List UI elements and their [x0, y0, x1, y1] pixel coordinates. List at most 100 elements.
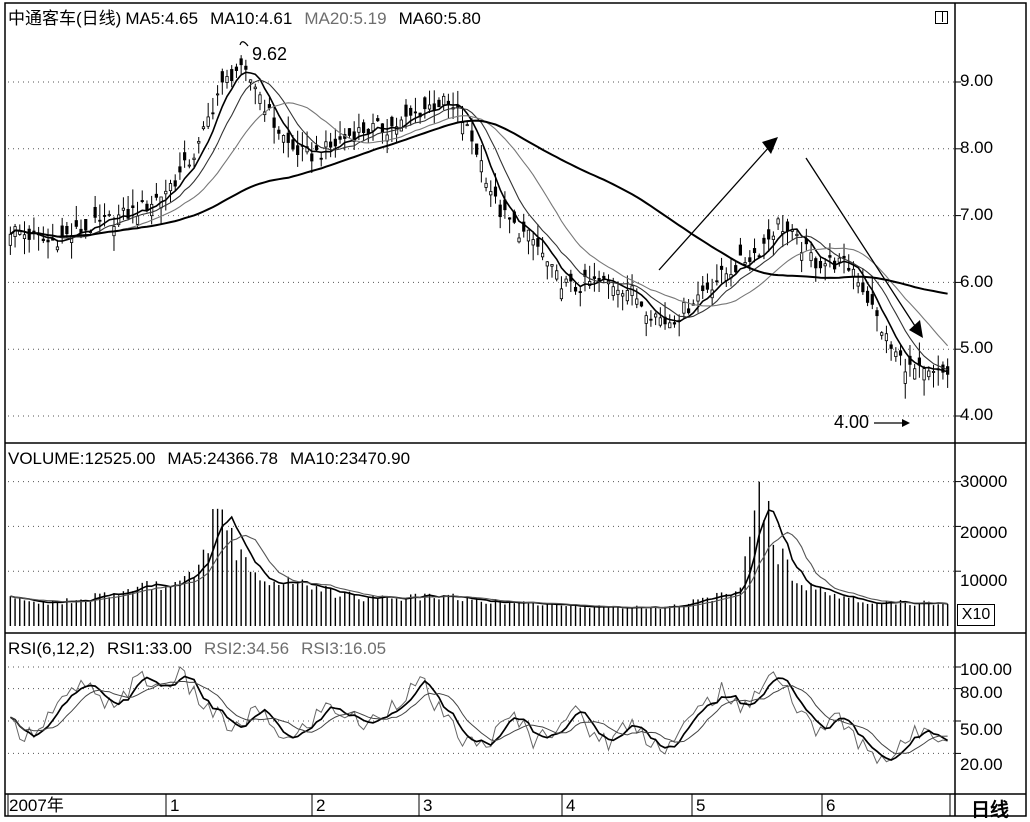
candle-body	[197, 141, 201, 144]
candle-body	[946, 366, 950, 375]
candle-body	[140, 200, 144, 202]
x-axis-ticks	[7, 794, 951, 816]
candle-body	[484, 182, 488, 188]
candle-body	[748, 257, 752, 262]
candle-body	[597, 277, 601, 282]
rsi-tick-label: 100.00	[960, 660, 1012, 679]
candle-body	[588, 281, 592, 286]
candle-body	[347, 128, 352, 136]
candle-body	[362, 122, 366, 133]
candle-body	[531, 239, 535, 246]
rsi2-line	[10, 681, 948, 755]
candle-body	[319, 157, 323, 160]
candle-body	[875, 310, 879, 317]
candle-body	[432, 103, 436, 111]
candle-body	[644, 315, 648, 324]
ma60-line	[9, 119, 948, 295]
period-label[interactable]: 日线	[971, 800, 1010, 821]
candle-body	[178, 166, 182, 173]
candle-body	[880, 332, 884, 336]
candle-body	[220, 71, 224, 83]
price-header: 中通客车(日线) MA5:4.65 MA10:4.61 MA20:5.19 MA60:5…	[8, 9, 493, 29]
candle-body	[371, 123, 375, 132]
candle-body	[187, 164, 191, 167]
candle-body	[715, 280, 719, 283]
candle-body	[526, 229, 531, 242]
candle-body	[738, 244, 743, 256]
candle-body	[489, 191, 493, 196]
candle-body	[668, 322, 672, 329]
volume-tick-label: 30000	[960, 472, 1008, 491]
candle-body	[296, 145, 300, 155]
price-tick-label: 5.00	[960, 338, 994, 357]
candle-body	[828, 255, 832, 258]
ma10-line	[10, 79, 948, 371]
candle-body	[27, 228, 31, 240]
rsi-lines	[10, 666, 949, 765]
ma60-readout: MA60:5.80	[398, 9, 481, 28]
ma20-readout: MA20:5.19	[304, 9, 387, 28]
rsi-params: RSI(6,12,2)	[8, 639, 95, 658]
rsi3-line	[10, 666, 948, 765]
x-tick-label: 5	[696, 796, 706, 815]
candle-body	[107, 214, 111, 216]
ma5-line	[9, 71, 948, 373]
candle-body	[672, 322, 677, 325]
moving-average-lines	[9, 71, 949, 373]
candle-body	[215, 93, 220, 96]
candle-body	[329, 141, 333, 148]
candle-body	[602, 275, 606, 279]
candle-body	[442, 95, 446, 106]
candle-body	[272, 117, 276, 128]
candle-body	[98, 219, 102, 222]
candle-body	[550, 264, 554, 267]
candle-body	[809, 252, 813, 262]
candle-body	[409, 107, 413, 116]
high-price-label: 9.62	[252, 44, 288, 64]
candle-body	[884, 333, 889, 342]
price-tick-label: 4.00	[960, 405, 994, 424]
chart-frame	[4, 2, 1027, 817]
candle-body	[234, 66, 239, 71]
candle-body	[168, 183, 173, 192]
candle-body	[93, 206, 97, 218]
candle-body	[102, 215, 107, 217]
candle-body	[404, 104, 408, 117]
candle-body	[776, 218, 780, 225]
candle-body	[842, 255, 846, 259]
candle-body	[376, 118, 380, 122]
rsi-tick-label: 20.00	[960, 755, 1003, 774]
uptrend-arrowhead	[762, 137, 778, 154]
candle-body	[625, 290, 629, 302]
candle-body	[861, 282, 865, 293]
gridlines	[8, 81, 961, 754]
candle-body	[508, 217, 512, 220]
candle-body	[701, 285, 705, 292]
candle-body	[192, 157, 196, 161]
x-tick-label: 4	[566, 796, 576, 815]
candle-body	[399, 119, 403, 132]
trend-arrows	[239, 41, 923, 427]
rsi-tick-label: 80.00	[960, 683, 1003, 702]
candle-body	[635, 298, 639, 305]
candle-body	[771, 235, 775, 240]
candle-body	[314, 145, 319, 151]
candle-body	[258, 94, 262, 104]
price-tick-label: 7.00	[960, 205, 994, 224]
candle-body	[352, 131, 356, 142]
candle-body	[818, 260, 823, 269]
candle-body	[55, 246, 60, 251]
rsi1-line	[10, 675, 949, 762]
candle-body	[630, 285, 634, 296]
candle-body	[65, 225, 69, 235]
candle-body	[658, 317, 662, 326]
maximize-panel-icon[interactable]	[935, 11, 948, 24]
candle-body	[206, 116, 210, 127]
candle-body	[41, 238, 45, 242]
x-tick-label: 2	[316, 796, 326, 815]
candle-body	[903, 371, 907, 384]
candle-body	[333, 138, 337, 147]
uptrend-arrow-line	[658, 145, 771, 271]
x-tick-label: 3	[423, 796, 433, 815]
candle-body	[46, 239, 50, 243]
